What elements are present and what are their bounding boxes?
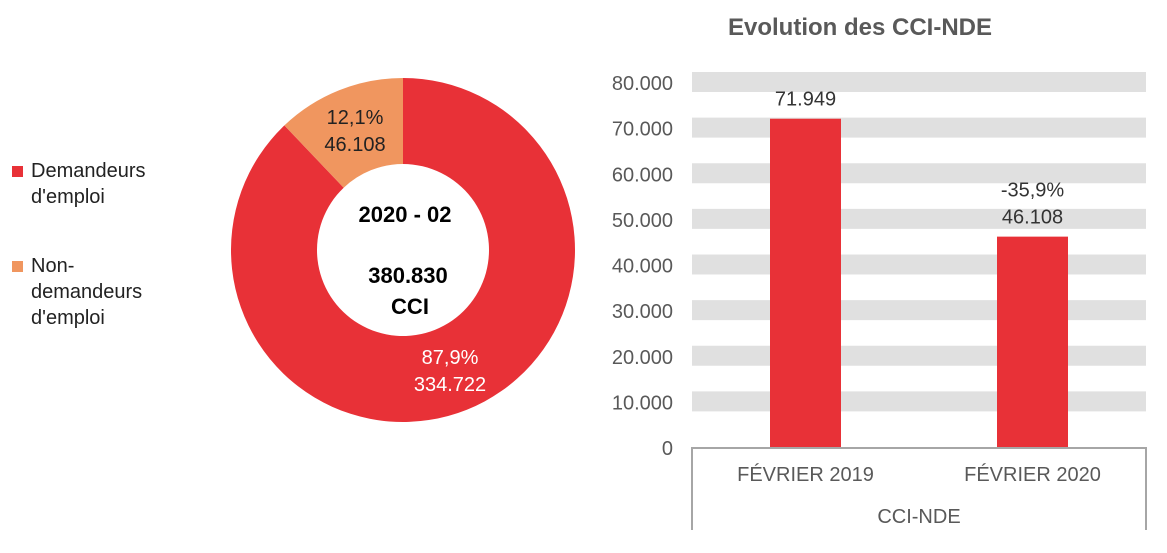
legend-text: Non- — [31, 255, 75, 277]
chart-title: Evolution des CCI-NDE — [727, 14, 992, 41]
y-tick-label: 50.000 — [612, 210, 673, 232]
grid-band — [692, 345, 1146, 366]
x-group-label: CCI-NDE — [877, 506, 960, 528]
legend-text: d'emploi — [31, 186, 105, 208]
grid-band — [692, 300, 1146, 321]
y-tick-label: 60.000 — [612, 164, 673, 186]
legend-swatch — [12, 166, 23, 177]
donut-slice — [230, 78, 576, 423]
y-tick-label: 40.000 — [612, 256, 673, 278]
grid-band — [692, 117, 1146, 138]
slice-label-pct: 87,9% — [422, 347, 479, 369]
slice-label-value: 334.722 — [414, 374, 486, 396]
y-tick-label: 20.000 — [612, 347, 673, 369]
y-tick-label: 0 — [662, 438, 673, 460]
bar-value-label: 46.108 — [1002, 207, 1063, 229]
legend-text: Demandeurs — [31, 160, 146, 182]
grid-band — [692, 391, 1146, 412]
legend-text: demandeurs — [31, 281, 143, 303]
y-tick-label: 80.000 — [612, 73, 673, 95]
grid-band — [692, 254, 1146, 275]
x-tick-label: FÉVRIER 2019 — [737, 463, 874, 486]
y-tick-label: 10.000 — [612, 392, 673, 414]
bar-value-label: 71.949 — [775, 89, 836, 111]
y-tick-label: 30.000 — [612, 301, 673, 323]
grid-band — [692, 72, 1146, 92]
x-tick-label: FÉVRIER 2020 — [964, 463, 1101, 486]
legend-text: d'emploi — [31, 307, 105, 329]
grid-band — [692, 163, 1146, 184]
donut-slice — [284, 78, 403, 188]
center-unit: CCI — [391, 294, 429, 319]
center-total: 380.830 — [368, 263, 448, 288]
center-period: 2020 - 02 — [359, 202, 452, 227]
legend-swatch — [12, 261, 23, 272]
slice-label-value: 46.108 — [324, 134, 385, 156]
grid-band — [692, 208, 1146, 229]
bar — [770, 118, 841, 447]
slice-label-pct: 12,1% — [327, 107, 384, 129]
bar — [997, 236, 1068, 447]
y-tick-label: 70.000 — [612, 119, 673, 141]
bar-change-label: -35,9% — [1001, 180, 1065, 202]
